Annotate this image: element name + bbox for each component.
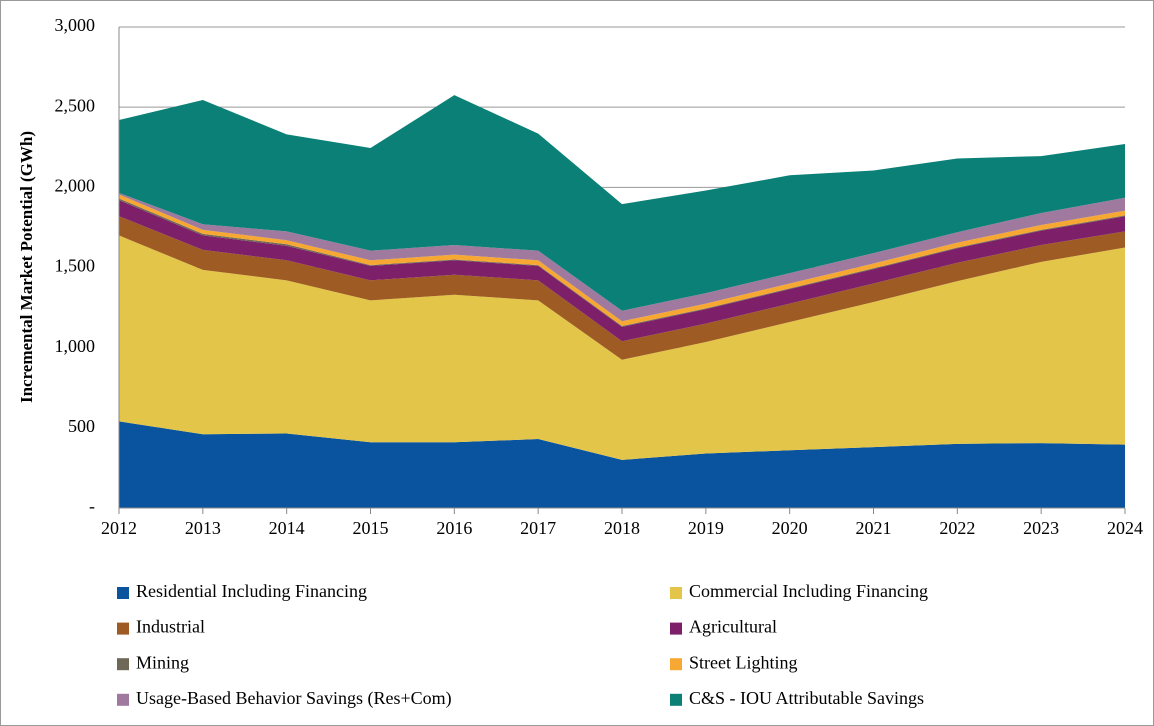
legend-label: C&S - IOU Attributable Savings bbox=[689, 688, 924, 708]
legend-swatch bbox=[117, 693, 129, 706]
area bbox=[119, 421, 1125, 508]
area bbox=[119, 235, 1125, 460]
y-tick-label: 3,000 bbox=[55, 15, 96, 35]
legend-swatch bbox=[670, 658, 682, 671]
x-tick-label: 2012 bbox=[101, 518, 137, 538]
x-tick-label: 2020 bbox=[772, 518, 808, 538]
area bbox=[119, 200, 1125, 342]
legend-label: Commercial Including Financing bbox=[689, 581, 928, 601]
x-tick-label: 2023 bbox=[1023, 518, 1059, 538]
area bbox=[119, 95, 1125, 311]
legend-swatch bbox=[117, 622, 129, 635]
legend-swatch bbox=[670, 693, 682, 706]
x-tick-label: 2022 bbox=[939, 518, 975, 538]
x-tick-label: 2014 bbox=[269, 518, 305, 538]
x-tick-label: 2019 bbox=[688, 518, 724, 538]
x-tick-label: 2013 bbox=[185, 518, 221, 538]
legend-swatch bbox=[117, 658, 129, 671]
y-tick-label: 1,500 bbox=[55, 256, 96, 276]
y-tick-label: - bbox=[89, 496, 95, 516]
y-axis-label: Incremental Market Potential (GWh) bbox=[17, 131, 36, 403]
legend-label: Mining bbox=[136, 652, 189, 672]
area bbox=[119, 216, 1125, 360]
x-tick-label: 2021 bbox=[856, 518, 892, 538]
x-tick-label: 2017 bbox=[520, 518, 556, 538]
legend-swatch bbox=[670, 622, 682, 635]
legend-label: Street Lighting bbox=[689, 652, 797, 672]
x-tick-label: 2016 bbox=[436, 518, 472, 538]
y-tick-label: 2,500 bbox=[55, 95, 96, 115]
legend-label: Agricultural bbox=[689, 617, 777, 637]
y-tick-label: 1,000 bbox=[55, 336, 96, 356]
y-tick-label: 2,000 bbox=[55, 175, 96, 195]
x-tick-label: 2015 bbox=[353, 518, 389, 538]
legend-swatch bbox=[117, 587, 129, 599]
legend-label: Industrial bbox=[136, 617, 205, 637]
x-tick-label: 2018 bbox=[604, 518, 640, 538]
legend-label: Residential Including Financing bbox=[136, 581, 367, 601]
x-tick-label: 2024 bbox=[1107, 518, 1143, 538]
y-tick-label: 500 bbox=[68, 416, 95, 436]
legend-label: Usage-Based Behavior Savings (Res+Com) bbox=[136, 688, 452, 709]
legend-swatch bbox=[670, 587, 682, 599]
